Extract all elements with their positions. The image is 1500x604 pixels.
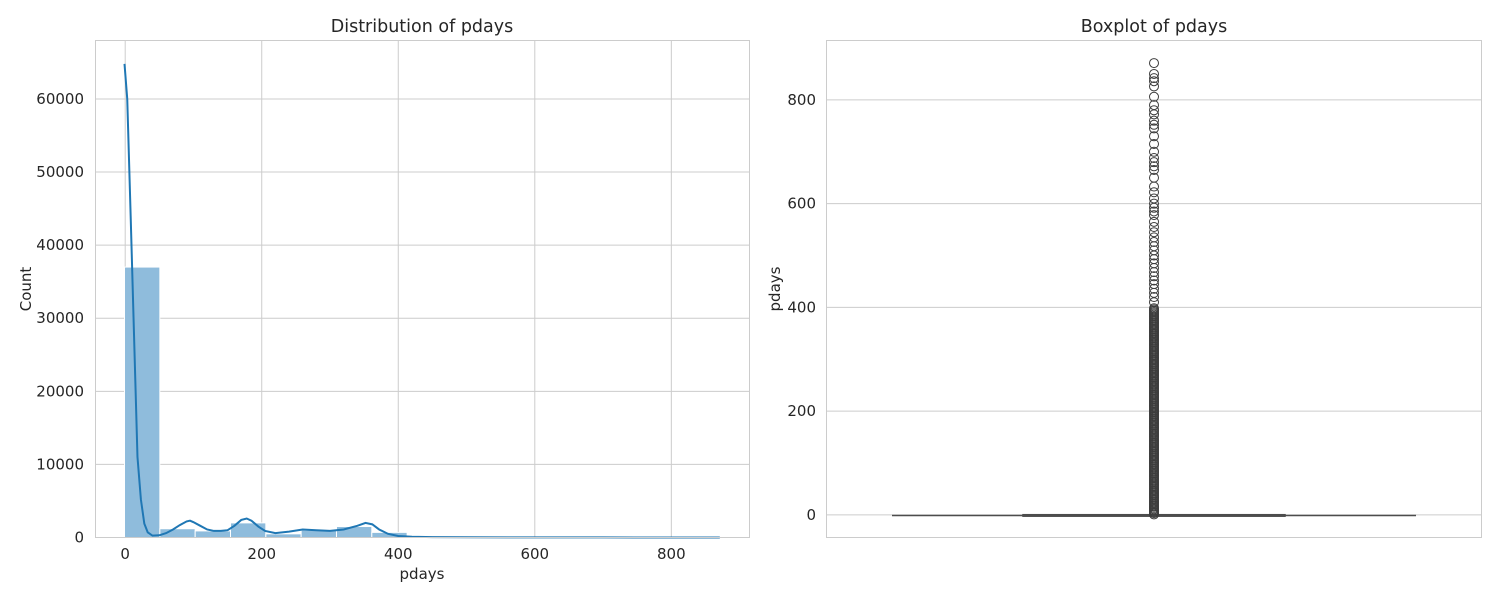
histogram-bar bbox=[266, 534, 301, 538]
y-tick-label: 800 bbox=[787, 91, 816, 109]
outlier-point bbox=[1150, 223, 1159, 232]
y-tick-label: 30000 bbox=[36, 309, 84, 327]
histogram-title: Distribution of pdays bbox=[331, 17, 514, 37]
outlier-point bbox=[1150, 82, 1159, 91]
y-tick-label: 10000 bbox=[36, 455, 84, 473]
boxplot-title: Boxplot of pdays bbox=[1081, 17, 1227, 37]
x-tick-label: 600 bbox=[520, 545, 549, 563]
x-tick-label: 400 bbox=[384, 545, 413, 563]
histogram-bar bbox=[195, 531, 230, 538]
y-tick-label: 600 bbox=[787, 195, 816, 213]
y-tick-label: 400 bbox=[787, 298, 816, 316]
boxplot-outliers bbox=[1150, 59, 1159, 519]
y-tick-label: 0 bbox=[74, 529, 84, 547]
histogram-x-axis-label: pdays bbox=[400, 565, 445, 583]
y-tick-label: 200 bbox=[787, 402, 816, 420]
histogram-x-tick-labels: 0 200 400 600 800 bbox=[120, 545, 685, 563]
boxplot-y-axis-label: pdays bbox=[766, 266, 784, 311]
histogram-y-tick-labels: 0 10000 20000 30000 40000 50000 60000 bbox=[36, 90, 84, 547]
histogram-y-axis-label: Count bbox=[17, 267, 35, 312]
histogram-axes-frame bbox=[96, 41, 750, 538]
y-tick-label: 40000 bbox=[36, 236, 84, 254]
boxplot-panel: 0 200 400 600 800 Boxplot of pdays pdays bbox=[766, 17, 1482, 538]
outlier-point bbox=[1150, 59, 1159, 68]
boxplot-y-tick-labels: 0 200 400 600 800 bbox=[787, 91, 816, 524]
x-tick-label: 200 bbox=[247, 545, 276, 563]
y-tick-label: 20000 bbox=[36, 382, 84, 400]
histogram-bar bbox=[336, 527, 371, 538]
histogram-bars bbox=[125, 267, 720, 537]
histogram-gridlines bbox=[96, 41, 750, 538]
outlier-point bbox=[1150, 182, 1159, 191]
y-tick-label: 50000 bbox=[36, 163, 84, 181]
histogram-panel: 0 200 400 600 800 0 10000 20000 30000 40000 50000… bbox=[17, 17, 750, 583]
kde-curve bbox=[125, 64, 720, 538]
x-tick-label: 800 bbox=[657, 545, 686, 563]
outlier-point bbox=[1150, 228, 1159, 237]
histogram-bar bbox=[125, 267, 160, 537]
outlier-point bbox=[1150, 101, 1159, 110]
y-tick-label: 0 bbox=[806, 506, 816, 524]
y-tick-label: 60000 bbox=[36, 90, 84, 108]
x-tick-label: 0 bbox=[120, 545, 130, 563]
